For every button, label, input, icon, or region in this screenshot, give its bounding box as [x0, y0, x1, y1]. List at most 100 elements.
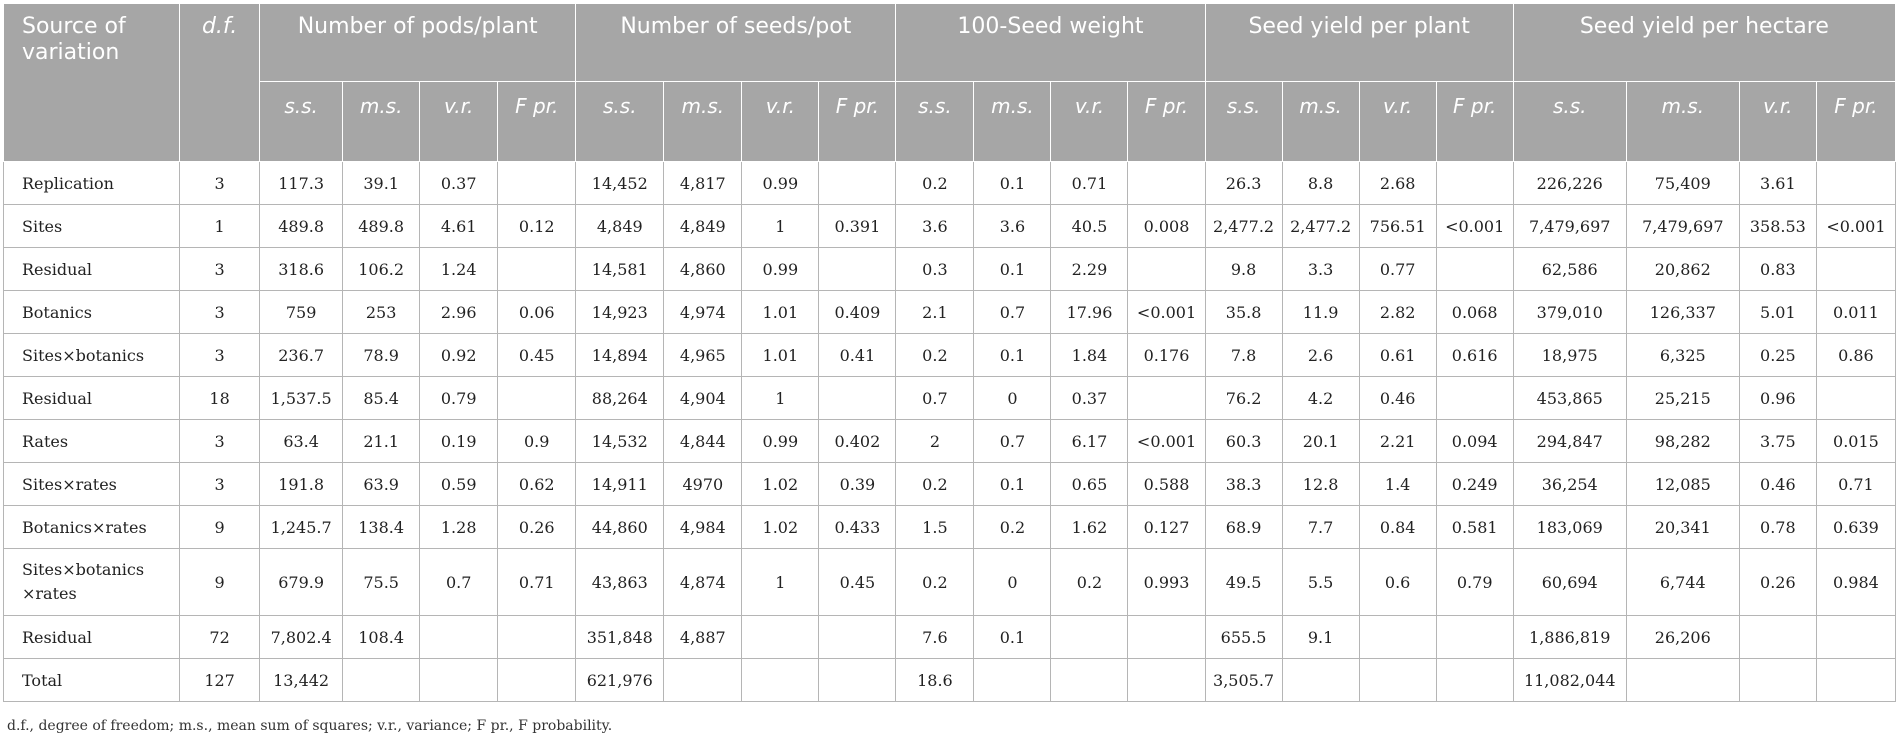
- table-cell: 2.96: [419, 290, 499, 334]
- row-source-cell: Botanics×rates: [2, 505, 181, 549]
- table-cell: 2.82: [1358, 290, 1437, 334]
- table-cell: 2.21: [1358, 419, 1437, 463]
- table-cell: [1050, 658, 1129, 702]
- table-cell: [1358, 658, 1437, 702]
- subheader-cell: F pr.: [1435, 81, 1514, 162]
- table-cell: 14,532: [575, 419, 665, 463]
- table-cell: 1.01: [741, 333, 820, 377]
- table-cell: 0.71: [1815, 462, 1897, 506]
- table-row: Sites×botanics 3 236.7 78.9 0.92 0.45 14,894 4,…: [2, 333, 1897, 377]
- table-cell: 1.62: [1050, 505, 1129, 549]
- table-cell: 0.86: [1815, 333, 1897, 377]
- row-source-cell: Replication: [2, 161, 181, 205]
- row-df-cell: 18: [179, 376, 261, 420]
- table-cell: 7.6: [895, 615, 975, 659]
- table-cell: 0.3: [895, 247, 975, 291]
- subheader-cell: F pr.: [497, 81, 577, 162]
- table-row: Botanics×rates 9 1,245.7 138.4 1.28 0.26 44,86…: [2, 505, 1897, 549]
- table-cell: 0.249: [1435, 462, 1514, 506]
- table-cell: 0.409: [818, 290, 897, 334]
- table-cell: [1127, 615, 1206, 659]
- table-cell: <0.001: [1435, 204, 1514, 248]
- table-cell: 5.5: [1281, 548, 1360, 616]
- table-cell: 20,341: [1625, 505, 1740, 549]
- row-source-cell: Total: [2, 658, 181, 702]
- table-cell: 0.12: [497, 204, 577, 248]
- table-cell: 0.2: [895, 333, 975, 377]
- row-df-cell: 72: [179, 615, 261, 659]
- table-row: Residual 72 7,802.4 108.4 351,848 4,887 7.6 0.1…: [2, 615, 1897, 659]
- table-cell: 9.8: [1204, 247, 1283, 291]
- table-cell: [1127, 247, 1206, 291]
- subheader-cell: m.s.: [1281, 81, 1360, 162]
- table-cell: 318.6: [259, 247, 344, 291]
- table-cell: 3.3: [1281, 247, 1360, 291]
- table-cell: 2.1: [895, 290, 975, 334]
- table-cell: [1738, 658, 1817, 702]
- header-source-of-variation: Source of variation: [2, 3, 181, 162]
- table-cell: 9.1: [1281, 615, 1360, 659]
- table-cell: [1625, 658, 1740, 702]
- table-row: Replication 3 117.3 39.1 0.37 14,452 4,817 0.99…: [2, 161, 1897, 205]
- table-cell: 35.8: [1204, 290, 1283, 334]
- table-row: Residual 18 1,537.5 85.4 0.79 88,264 4,904 1 0.7…: [2, 376, 1897, 420]
- table-cell: 26.3: [1204, 161, 1283, 205]
- table-cell: 108.4: [342, 615, 421, 659]
- table-cell: [497, 658, 577, 702]
- table-cell: 1,886,819: [1512, 615, 1627, 659]
- table-cell: 351,848: [575, 615, 665, 659]
- table-cell: 0.84: [1358, 505, 1437, 549]
- row-df-cell: 3: [179, 290, 261, 334]
- table-cell: 0.7: [895, 376, 975, 420]
- table-cell: [818, 247, 897, 291]
- subheader-cell: s.s.: [1204, 81, 1283, 162]
- table-cell: 20.1: [1281, 419, 1360, 463]
- table-cell: 11,082,044: [1512, 658, 1627, 702]
- table-cell: 1: [741, 376, 820, 420]
- subheader-cell: s.s.: [259, 81, 344, 162]
- row-df-cell: 3: [179, 419, 261, 463]
- subheader-cell: F pr.: [1127, 81, 1206, 162]
- table-cell: 7.8: [1204, 333, 1283, 377]
- table-cell: 44,860: [575, 505, 665, 549]
- row-df-cell: 9: [179, 505, 261, 549]
- table-cell: 60.3: [1204, 419, 1283, 463]
- table-cell: 0.581: [1435, 505, 1514, 549]
- table-cell: 4,887: [663, 615, 743, 659]
- table-row: Total 127 13,442 621,976 18.6 3,505.7 11,082,0…: [2, 658, 1897, 702]
- header-group-seed-weight: 100-Seed weight: [895, 3, 1206, 82]
- table-cell: 1.4: [1358, 462, 1437, 506]
- table-cell: 38.3: [1204, 462, 1283, 506]
- table-cell: 0.7: [973, 290, 1052, 334]
- table-cell: 14,894: [575, 333, 665, 377]
- table-cell: 0.068: [1435, 290, 1514, 334]
- table-cell: [973, 658, 1052, 702]
- subheader-cell: v.r.: [1358, 81, 1437, 162]
- table-cell: 138.4: [342, 505, 421, 549]
- header-row-groups: Source of variation d.f. Number of pods/…: [2, 3, 1897, 162]
- table-cell: 4,817: [663, 161, 743, 205]
- table-cell: 76.2: [1204, 376, 1283, 420]
- table-cell: 1: [741, 548, 820, 616]
- table-cell: 0.59: [419, 462, 499, 506]
- table-cell: 1.84: [1050, 333, 1129, 377]
- table-cell: 0.616: [1435, 333, 1514, 377]
- table-cell: [1127, 376, 1206, 420]
- row-df-cell: 3: [179, 462, 261, 506]
- table-cell: 14,911: [575, 462, 665, 506]
- table-cell: 39.1: [342, 161, 421, 205]
- row-source-cell: Botanics: [2, 290, 181, 334]
- row-source-cell: Rates: [2, 419, 181, 463]
- table-cell: 294,847: [1512, 419, 1627, 463]
- row-df-cell: 3: [179, 247, 261, 291]
- table-cell: 8.8: [1281, 161, 1360, 205]
- subheader-cell: F pr.: [818, 81, 897, 162]
- table-cell: 40.5: [1050, 204, 1129, 248]
- table-cell: 3.61: [1738, 161, 1817, 205]
- row-source-cell: Residual: [2, 247, 181, 291]
- subheader-cell: v.r.: [741, 81, 820, 162]
- table-cell: 7,479,697: [1512, 204, 1627, 248]
- subheader-cell: s.s.: [575, 81, 665, 162]
- table-cell: 756.51: [1358, 204, 1437, 248]
- table-cell: 679.9: [259, 548, 344, 616]
